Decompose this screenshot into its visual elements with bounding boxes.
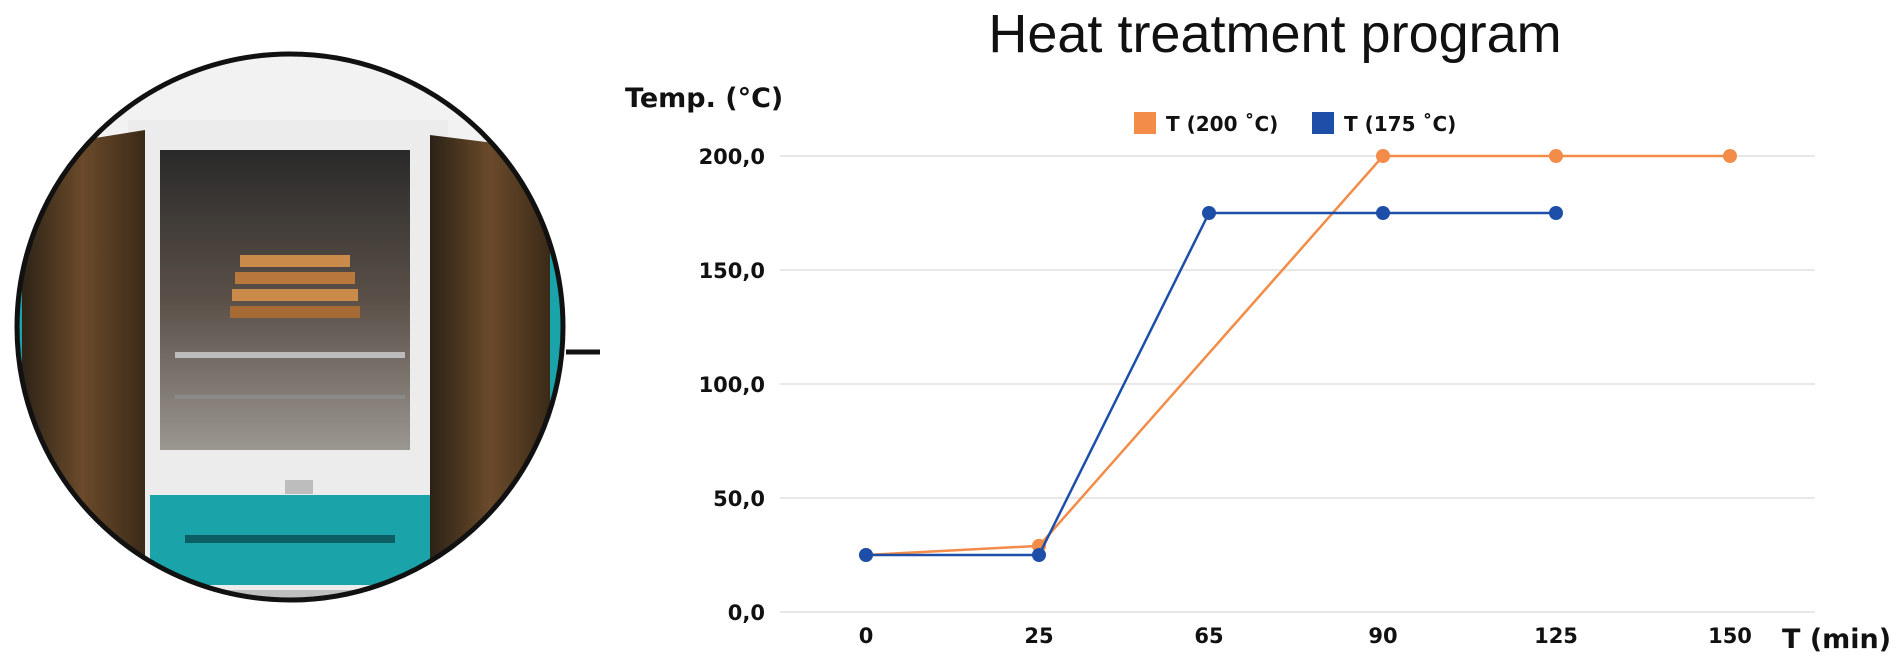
data-point bbox=[1376, 149, 1390, 163]
y-tick-label: 50,0 bbox=[713, 487, 765, 511]
grid-lines bbox=[780, 155, 1815, 613]
y-tick-label: 0,0 bbox=[728, 601, 765, 625]
chart-title: Heat treatment program bbox=[988, 4, 1561, 64]
x-tick-label: 150 bbox=[1708, 624, 1752, 648]
y-tick-label: 100,0 bbox=[699, 373, 765, 397]
data-point bbox=[1723, 149, 1737, 163]
y-tick-label: 200,0 bbox=[699, 145, 765, 169]
x-tick-label: 125 bbox=[1534, 624, 1578, 648]
x-tick-label: 90 bbox=[1368, 624, 1397, 648]
data-point bbox=[1032, 548, 1046, 562]
series-line bbox=[865, 154, 1730, 557]
series-layer bbox=[859, 149, 1737, 562]
legend-swatch-200 bbox=[1134, 112, 1156, 134]
y-axis-title: Temp. (°C) bbox=[625, 83, 783, 114]
y-tick-label: 150,0 bbox=[699, 259, 765, 283]
legend-label-200: T (200 ˚C) bbox=[1166, 112, 1278, 136]
data-point bbox=[1549, 206, 1563, 220]
data-point bbox=[1376, 206, 1390, 220]
legend-label-175: T (175 ˚C) bbox=[1344, 112, 1456, 136]
data-point bbox=[859, 548, 873, 562]
legend-swatch-175 bbox=[1312, 112, 1334, 134]
x-axis-title: T (min) bbox=[1782, 624, 1891, 655]
x-tick-label: 65 bbox=[1194, 624, 1223, 648]
data-point bbox=[1202, 206, 1216, 220]
oven-photo bbox=[14, 51, 600, 603]
legend: T (200 ˚C) T (175 ˚C) bbox=[1134, 112, 1456, 136]
data-point bbox=[1549, 149, 1563, 163]
x-tick-labels: 0 25 65 90 125 150 bbox=[859, 624, 1752, 648]
x-tick-label: 25 bbox=[1024, 624, 1053, 648]
x-tick-label: 0 bbox=[859, 624, 874, 648]
y-tick-labels: 0,0 50,0 100,0 150,0 200,0 bbox=[699, 145, 765, 625]
